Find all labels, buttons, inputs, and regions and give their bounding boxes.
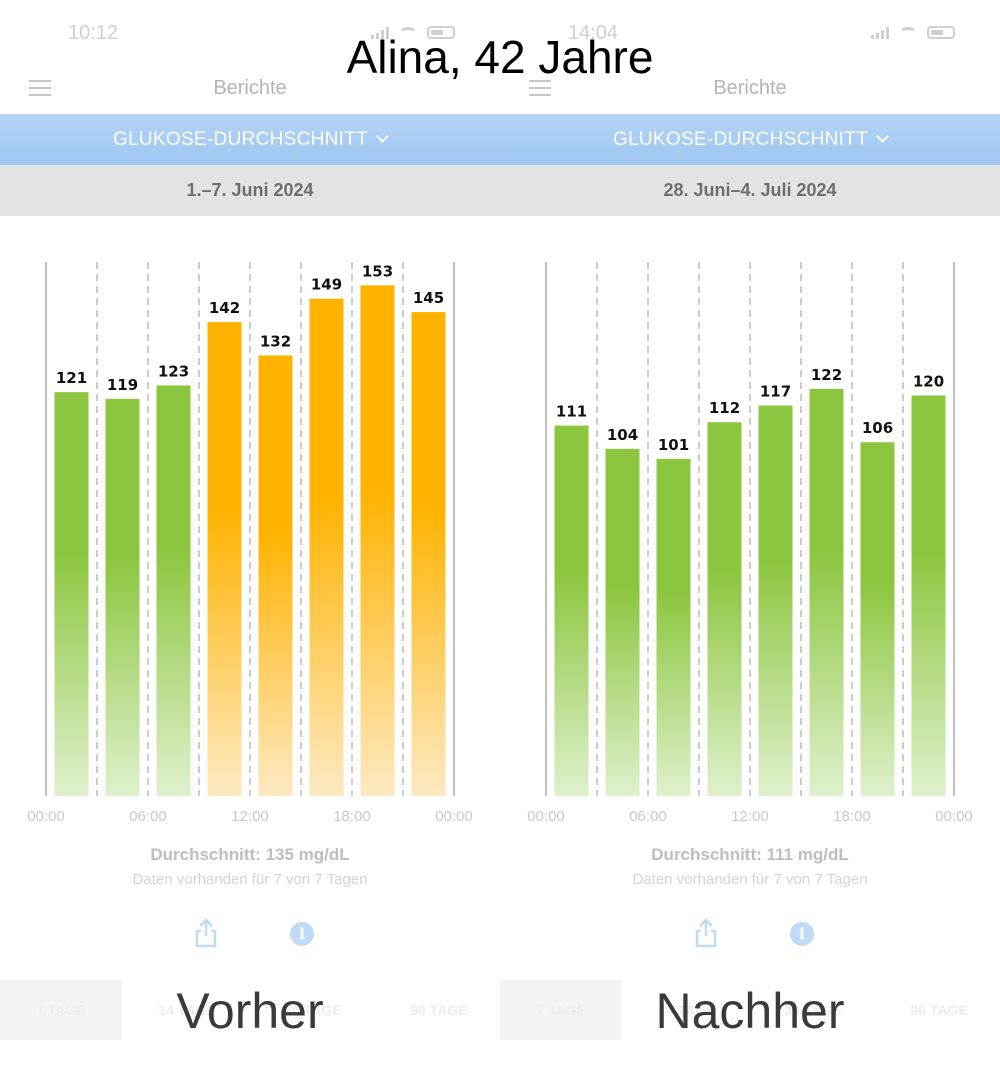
- chart-bar-value-label: 101: [658, 436, 689, 454]
- chart-bar-value-label: 153: [362, 262, 393, 280]
- chart-x-tick-label: 12:00: [231, 808, 269, 825]
- wifi-icon: [899, 26, 917, 39]
- wifi-icon: [399, 26, 417, 39]
- chart-bar: [707, 422, 742, 796]
- tab-7-days[interactable]: 7 TAGE: [0, 980, 122, 1040]
- chart-bar: [411, 312, 446, 796]
- glucose-chart-before: 121 119 123 142 132 149 153 145 00:00 06:00 12:00 1…: [0, 216, 500, 836]
- status-bar: 14:04: [500, 0, 1000, 64]
- signal-icon: [871, 26, 889, 39]
- period-tabs: 7 TAGE 14 TAGE 30 TAGE 90 TAGE: [500, 980, 1000, 1040]
- chart-bar-value-label: 149: [311, 276, 342, 294]
- info-icon[interactable]: i: [290, 922, 314, 946]
- chart-bar: [105, 398, 140, 796]
- report-type-selector[interactable]: GLUKOSE-DURCHSCHNITT: [500, 114, 1000, 165]
- chevron-down-icon: [876, 130, 889, 143]
- chart-svg: 121 119 123 142 132 149 153 145 00:00 06:00 12:00 1…: [27, 262, 473, 825]
- chevron-down-icon: [376, 130, 389, 143]
- chart-x-tick-label: 00:00: [935, 808, 973, 825]
- chart-bar: [758, 405, 793, 796]
- chart-bar: [656, 458, 691, 796]
- chart-bar: [156, 385, 191, 796]
- chart-bar: [809, 388, 844, 796]
- chart-bar-value-label: 119: [107, 376, 138, 394]
- chart-x-tick-label: 06:00: [129, 808, 167, 825]
- menu-icon[interactable]: [29, 80, 51, 96]
- report-type-selector[interactable]: GLUKOSE-DURCHSCHNITT: [0, 114, 500, 165]
- chart-bar-value-label: 112: [709, 399, 740, 417]
- after-label: Nachher: [655, 983, 845, 1039]
- report-panel-after: 14:04 Berichte GLUKOSE-DURCHSCHNITT 28. …: [500, 0, 1000, 1083]
- chart-bar-value-label: 122: [811, 366, 842, 384]
- tab-30-days[interactable]: 30 TAGE: [784, 1002, 842, 1018]
- date-range: 28. Juni–4. Juli 2024: [500, 165, 1000, 216]
- date-range: 1.–7. Juni 2024: [0, 165, 500, 216]
- nav-title: Berichte: [713, 77, 787, 99]
- status-bar: 10:12: [0, 0, 500, 64]
- nav-bar: Berichte: [0, 64, 500, 112]
- chart-bar-value-label: 132: [260, 332, 291, 350]
- chart-bar: [309, 298, 344, 796]
- report-panel-before: 10:12 Berichte GLUKOSE-DURCHSCHNITT 1.–7…: [0, 0, 500, 1040]
- average-value: Durchschnitt: 111 mg/dL: [651, 845, 849, 864]
- before-label: Vorher: [176, 983, 324, 1039]
- status-icons: [871, 26, 955, 39]
- tab-90-days[interactable]: 90 TAGE: [410, 1002, 468, 1018]
- data-availability: Daten vorhanden für 7 von 7 Tagen: [632, 871, 868, 888]
- chart-bar-value-label: 142: [209, 299, 240, 317]
- nav-title: Berichte: [213, 77, 287, 99]
- chart-x-tick-label: 18:00: [333, 808, 371, 825]
- chart-bar-value-label: 120: [913, 373, 944, 391]
- average-value: Durchschnitt: 135 mg/dL: [150, 845, 350, 864]
- chart-bar-value-label: 117: [760, 383, 791, 401]
- status-time: 10:12: [68, 22, 119, 44]
- chart-bar: [207, 322, 242, 796]
- menu-icon[interactable]: [529, 80, 551, 96]
- chart-svg: 111 104 101 112 117 122 106 120 00:00 06:00 12:00 1…: [527, 262, 973, 825]
- chart-bar: [911, 395, 946, 796]
- overlay-title: Alina, 42 Jahre: [346, 31, 654, 83]
- chart-bar-value-label: 121: [56, 369, 87, 387]
- chart-bar-value-label: 104: [607, 426, 638, 444]
- glucose-chart-after: 111 104 101 112 117 122 106 120 00:00 06:00 12:00 1…: [500, 216, 1000, 836]
- chart-bar-value-label: 111: [556, 403, 587, 421]
- tab-14-days[interactable]: 14 TAGE: [658, 1002, 716, 1018]
- share-icon[interactable]: [695, 918, 717, 948]
- data-availability: Daten vorhanden für 7 von 7 Tagen: [132, 871, 368, 888]
- chart-bar: [360, 285, 395, 796]
- period-tabs: 7 TAGE 14 TAGE 30 TAGE 90 TAGE: [0, 980, 500, 1040]
- tab-30-days[interactable]: 30 TAGE: [284, 1002, 342, 1018]
- chart-bar-value-label: 106: [862, 419, 893, 437]
- status-icons: [371, 26, 455, 39]
- chart-x-tick-label: 00:00: [435, 808, 473, 825]
- report-type-label: GLUKOSE-DURCHSCHNITT: [112, 129, 369, 150]
- chart-bar: [860, 442, 895, 796]
- chart-x-tick-label: 18:00: [833, 808, 871, 825]
- info-icon[interactable]: i: [790, 922, 814, 946]
- share-icon[interactable]: [195, 918, 217, 948]
- chart-bar: [258, 355, 293, 796]
- battery-icon: [927, 26, 955, 39]
- chart-bar-value-label: 145: [413, 289, 444, 307]
- tab-7-days[interactable]: 7 TAGE: [500, 980, 622, 1040]
- chart-x-tick-label: 00:00: [527, 808, 565, 825]
- chart-x-tick-label: 00:00: [27, 808, 65, 825]
- report-type-label: GLUKOSE-DURCHSCHNITT: [612, 129, 869, 150]
- signal-icon: [371, 26, 389, 39]
- tab-14-days[interactable]: 14 TAGE: [158, 1002, 216, 1018]
- battery-icon: [427, 26, 455, 39]
- chart-bar: [605, 448, 640, 796]
- tab-90-days[interactable]: 90 TAGE: [910, 1002, 968, 1018]
- chart-x-tick-label: 12:00: [731, 808, 769, 825]
- nav-bar: Berichte: [500, 64, 1000, 112]
- status-time: 14:04: [568, 22, 619, 44]
- chart-bar: [54, 392, 89, 796]
- chart-bar: [554, 425, 589, 796]
- chart-bar-value-label: 123: [158, 362, 189, 380]
- chart-x-tick-label: 06:00: [629, 808, 667, 825]
